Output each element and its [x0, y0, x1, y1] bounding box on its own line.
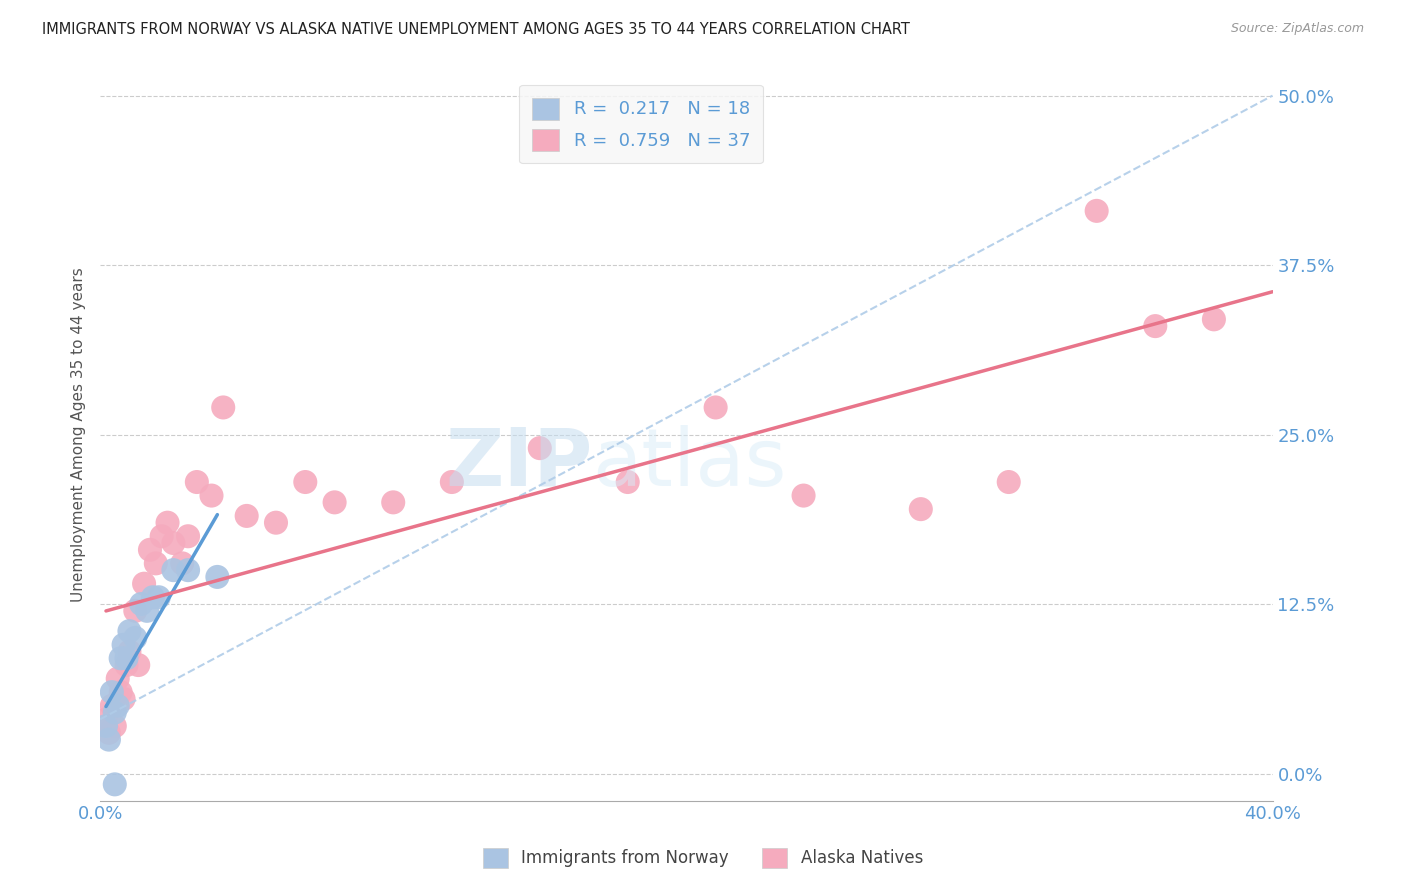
- Y-axis label: Unemployment Among Ages 35 to 44 years: Unemployment Among Ages 35 to 44 years: [72, 268, 86, 602]
- Point: [529, 441, 551, 455]
- Point: [207, 570, 229, 584]
- Point: [112, 638, 135, 652]
- Text: IMMIGRANTS FROM NORWAY VS ALASKA NATIVE UNEMPLOYMENT AMONG AGES 35 TO 44 YEARS C: IMMIGRANTS FROM NORWAY VS ALASKA NATIVE …: [42, 22, 910, 37]
- Legend: Immigrants from Norway, Alaska Natives: Immigrants from Norway, Alaska Natives: [477, 841, 929, 875]
- Point: [94, 712, 117, 726]
- Point: [118, 624, 141, 639]
- Point: [910, 502, 932, 516]
- Point: [264, 516, 287, 530]
- Point: [616, 475, 638, 489]
- Point: [115, 658, 138, 673]
- Point: [139, 542, 162, 557]
- Point: [124, 604, 146, 618]
- Point: [115, 651, 138, 665]
- Point: [162, 563, 184, 577]
- Point: [94, 719, 117, 733]
- Point: [186, 475, 208, 489]
- Point: [148, 591, 170, 605]
- Point: [382, 495, 405, 509]
- Point: [793, 489, 815, 503]
- Text: ZIP: ZIP: [446, 425, 592, 503]
- Point: [112, 692, 135, 706]
- Text: atlas: atlas: [592, 425, 787, 503]
- Point: [212, 401, 235, 415]
- Point: [107, 698, 129, 713]
- Point: [150, 529, 173, 543]
- Point: [1144, 319, 1167, 334]
- Point: [101, 685, 124, 699]
- Point: [156, 516, 179, 530]
- Point: [132, 576, 155, 591]
- Point: [440, 475, 463, 489]
- Point: [235, 508, 257, 523]
- Point: [104, 706, 127, 720]
- Point: [1085, 203, 1108, 218]
- Point: [97, 726, 120, 740]
- Point: [124, 631, 146, 645]
- Point: [129, 597, 152, 611]
- Point: [997, 475, 1019, 489]
- Point: [145, 557, 167, 571]
- Point: [172, 557, 194, 571]
- Point: [323, 495, 346, 509]
- Point: [107, 672, 129, 686]
- Legend: R =  0.217   N = 18, R =  0.759   N = 37: R = 0.217 N = 18, R = 0.759 N = 37: [519, 85, 763, 163]
- Point: [118, 644, 141, 658]
- Point: [127, 658, 149, 673]
- Point: [110, 651, 132, 665]
- Point: [177, 563, 200, 577]
- Point: [162, 536, 184, 550]
- Point: [1202, 312, 1225, 326]
- Point: [704, 401, 727, 415]
- Point: [97, 732, 120, 747]
- Point: [136, 604, 159, 618]
- Point: [177, 529, 200, 543]
- Point: [110, 685, 132, 699]
- Text: Source: ZipAtlas.com: Source: ZipAtlas.com: [1230, 22, 1364, 36]
- Point: [142, 591, 165, 605]
- Point: [104, 719, 127, 733]
- Point: [200, 489, 222, 503]
- Point: [101, 698, 124, 713]
- Point: [294, 475, 316, 489]
- Point: [104, 777, 127, 791]
